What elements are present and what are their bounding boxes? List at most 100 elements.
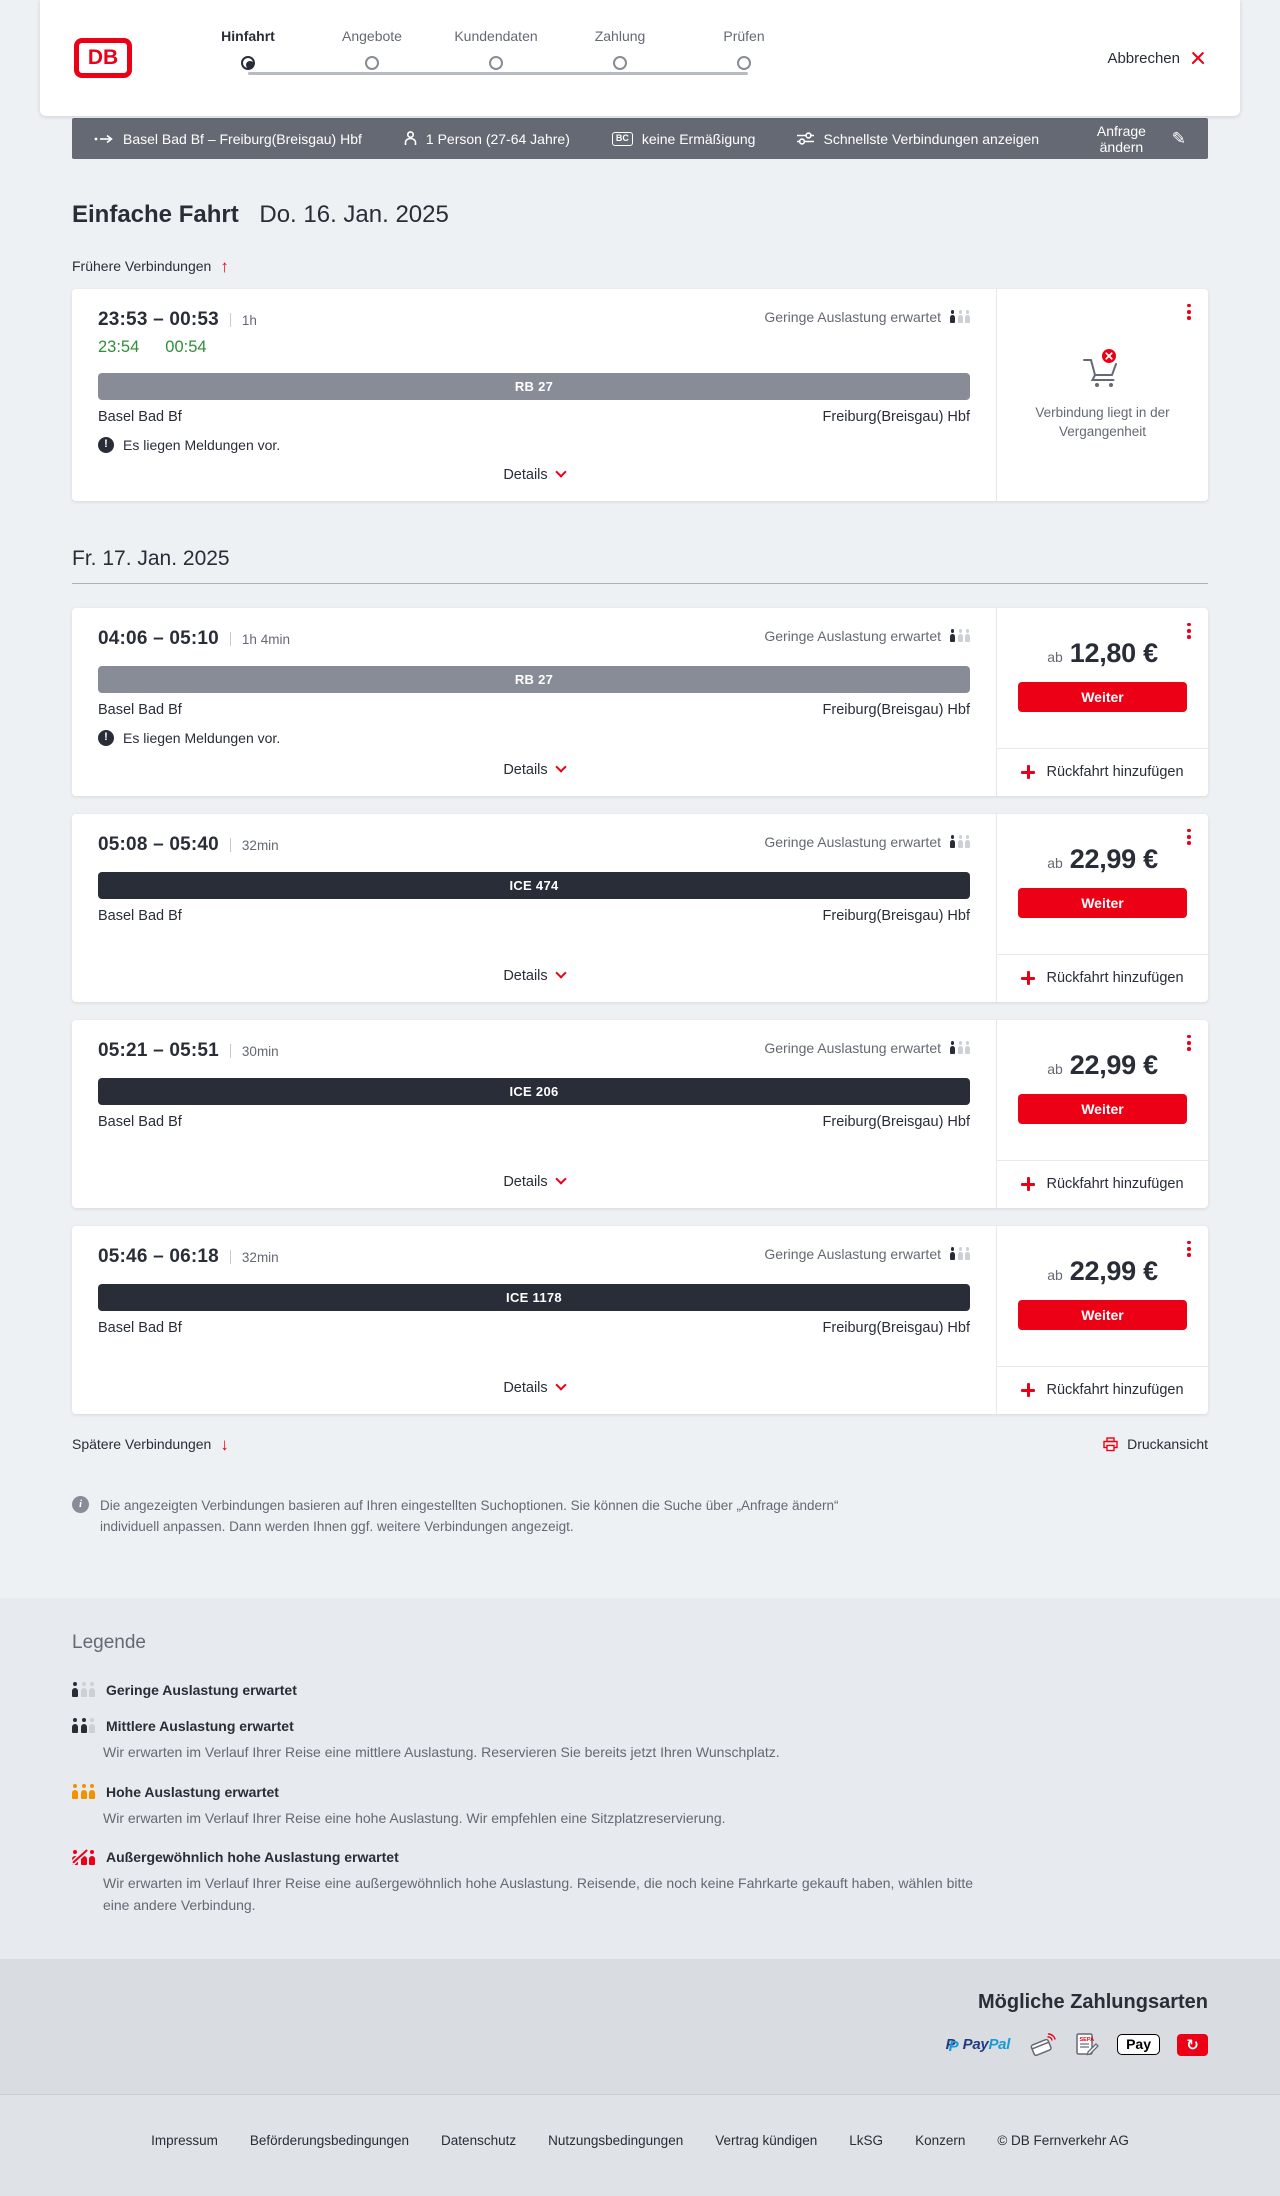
footer-link-nutzungsbedingungen[interactable]: Nutzungsbedingungen	[548, 2132, 684, 2148]
bahncard-icon: BC	[611, 131, 633, 146]
plus-icon	[1021, 1383, 1036, 1398]
occupancy-label: Geringe Auslastung erwartet	[764, 1039, 941, 1056]
footer-copyright: © DB Fernverkehr AG	[997, 2132, 1129, 2148]
overflow-menu-button[interactable]	[1183, 619, 1195, 643]
step-dot-icon	[489, 56, 503, 70]
legend-title: Legende	[72, 1631, 146, 1653]
overflow-menu-button[interactable]	[1183, 1237, 1195, 1261]
step-pruefen[interactable]: Prüfen	[682, 28, 806, 70]
connection-times: 23:53 – 00:53	[98, 308, 219, 330]
step-dot-active-icon	[241, 56, 255, 70]
connection-card: 05:21 – 05:51 30min Geringe Auslastung e…	[72, 1019, 1208, 1208]
step-kundendaten[interactable]: Kundendaten	[434, 28, 558, 70]
train-label: RB 27	[514, 378, 554, 394]
connection-card: 05:46 – 06:18 32min Geringe Auslastung e…	[72, 1225, 1208, 1414]
chevron-down-icon	[554, 466, 567, 478]
train-segment-bar[interactable]: ICE 206	[98, 1077, 970, 1105]
occupancy-indicator: Geringe Auslastung erwartet	[764, 628, 970, 644]
info-icon: i	[72, 1495, 89, 1513]
earlier-connections-button[interactable]: Frühere Verbindungen ↑	[72, 258, 229, 275]
person-icon	[404, 131, 417, 145]
app-header: DB Hinfahrt Angebote Kundendaten Zahlung…	[40, 0, 1240, 116]
footer-link-vertrag-kuendigen[interactable]: Vertrag kündigen	[715, 2132, 818, 2148]
trip-type-title: Einfache Fahrt	[72, 201, 239, 228]
destination-station: Freiburg(Breisgau) Hbf	[822, 1319, 970, 1336]
train-label: ICE 1178	[506, 1289, 562, 1305]
plus-icon	[1021, 971, 1036, 986]
overflow-menu-button[interactable]	[1183, 1031, 1195, 1055]
occupancy-label: Geringe Auslastung erwartet	[764, 627, 941, 644]
train-segment-bar[interactable]: RB 27	[98, 372, 970, 400]
details-toggle[interactable]: Details	[503, 954, 567, 986]
details-toggle[interactable]: Details	[503, 1366, 567, 1398]
train-segment-bar[interactable]: RB 27	[98, 665, 970, 693]
overflow-menu-button[interactable]	[1183, 300, 1195, 324]
step-dot-icon	[613, 56, 627, 70]
price: ab 22,99 €	[997, 844, 1208, 875]
footer-link-impressum[interactable]: Impressum	[151, 2132, 218, 2148]
results-main: Einfache Fahrt Do. 16. Jan. 2025 Frühere…	[72, 201, 1208, 1598]
train-segment-bar[interactable]: ICE 474	[98, 871, 970, 899]
step-dot-icon	[737, 56, 751, 70]
origin-station: Basel Bad Bf	[98, 701, 182, 718]
step-label: Hinfahrt	[221, 28, 275, 44]
connection-duration: 32min	[241, 1249, 279, 1265]
past-connection-block: Verbindung liegt in der Vergangenheit	[1017, 348, 1188, 442]
db-logo: DB	[74, 38, 132, 78]
price-prefix: ab	[1047, 1060, 1063, 1077]
continue-button[interactable]: Weiter	[1018, 887, 1187, 918]
step-hinfahrt[interactable]: Hinfahrt	[186, 28, 310, 70]
chevron-down-icon	[554, 761, 567, 773]
messages-notice-text: Es liegen Meldungen vor.	[123, 436, 281, 453]
overflow-menu-button[interactable]	[1183, 825, 1195, 849]
price-prefix: ab	[1047, 648, 1063, 665]
legend-item-very-high: Außergewöhnlich hohe Auslastung erwartet…	[72, 1849, 1208, 1916]
price-prefix: ab	[1047, 1266, 1063, 1283]
connection-card: 04:06 – 05:10 1h 4min Geringe Auslastung…	[72, 607, 1208, 796]
legend-description: Wir erwarten im Verlauf Ihrer Reise eine…	[103, 1743, 780, 1760]
footer-link-konzern[interactable]: Konzern	[915, 2132, 966, 2148]
later-connections-button[interactable]: Spätere Verbindungen ↓	[72, 1436, 229, 1453]
footer-link-befoerderungsbedingungen[interactable]: Beförderungsbedingungen	[249, 2132, 410, 2148]
step-label: Zahlung	[594, 28, 646, 44]
legend-label: Außergewöhnlich hohe Auslastung erwartet	[106, 1849, 399, 1866]
alert-icon: !	[98, 729, 114, 746]
details-toggle[interactable]: Details	[503, 1160, 567, 1192]
credit-card-contactless-icon	[1027, 2032, 1057, 2058]
section-date-heading: Fr. 17. Jan. 2025	[72, 547, 1208, 584]
step-angebote[interactable]: Angebote	[310, 28, 434, 70]
add-return-button[interactable]: Rückfahrt hinzufügen	[997, 1365, 1208, 1414]
edit-request-button[interactable]: Anfrage ändern ✎	[1081, 123, 1186, 155]
print-view-button[interactable]: Druckansicht	[1103, 1436, 1208, 1452]
details-toggle[interactable]: Details	[503, 453, 567, 485]
messages-notice: ! Es liegen Meldungen vor.	[98, 436, 970, 453]
details-toggle[interactable]: Details	[503, 748, 567, 780]
chevron-down-icon	[554, 1379, 567, 1391]
actual-arrival: 00:54	[165, 337, 207, 356]
occupancy-low-icon	[950, 1247, 970, 1261]
arrow-up-icon: ↑	[220, 256, 229, 276]
train-segment-bar[interactable]: ICE 1178	[98, 1283, 970, 1311]
continue-button[interactable]: Weiter	[1018, 1299, 1187, 1330]
cart-unavailable-icon	[1082, 348, 1117, 387]
step-zahlung[interactable]: Zahlung	[558, 28, 682, 70]
legend-description: Wir erwarten im Verlauf Ihrer Reise eine…	[103, 1875, 974, 1914]
footer-link-lksg[interactable]: LkSG	[849, 2132, 884, 2148]
continue-button[interactable]: Weiter	[1018, 1093, 1187, 1124]
apple-pay-icon: Pay	[1117, 2034, 1160, 2056]
occupancy-low-icon	[950, 835, 970, 849]
footer-link-datenschutz[interactable]: Datenschutz	[441, 2132, 517, 2148]
price-value: 22,99 €	[1069, 1049, 1158, 1080]
add-return-button[interactable]: Rückfahrt hinzufügen	[997, 953, 1208, 1002]
origin-station: Basel Bad Bf	[98, 1113, 182, 1130]
occupancy-indicator: Geringe Auslastung erwartet	[764, 834, 970, 850]
continue-button[interactable]: Weiter	[1018, 681, 1187, 712]
plus-icon	[1021, 1177, 1036, 1192]
train-label: ICE 206	[509, 1083, 559, 1099]
add-return-button[interactable]: Rückfahrt hinzufügen	[997, 1159, 1208, 1208]
trip-date: Do. 16. Jan. 2025	[259, 201, 449, 228]
add-return-button[interactable]: Rückfahrt hinzufügen	[997, 747, 1208, 796]
stepper-track	[248, 72, 748, 75]
cancel-button[interactable]: Abbrechen	[1107, 50, 1206, 67]
close-icon	[1190, 50, 1206, 66]
